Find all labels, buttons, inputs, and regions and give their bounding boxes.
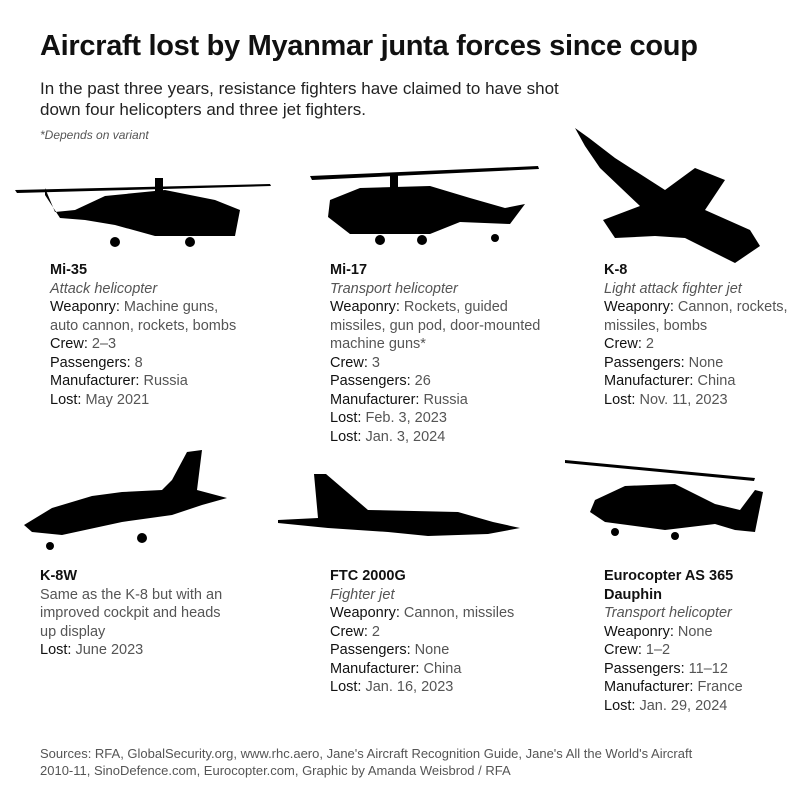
transport-helicopter-silhouette	[310, 166, 539, 245]
field: Manufacturer: France	[604, 679, 743, 695]
dauphin-helicopter-silhouette	[565, 460, 763, 540]
aircraft-card-mi17: Mi-17 Transport helicopter Weaponry: Roc…	[330, 261, 565, 446]
field: Lost: Jan. 29, 2024	[604, 697, 728, 714]
field: Manufacturer: China	[604, 373, 736, 389]
k8-jet-silhouette	[575, 128, 760, 263]
aircraft-type: Transport helicopter	[604, 605, 732, 621]
field: Manufacturer: Russia	[50, 373, 188, 389]
field: Lost: Jan. 3, 2024	[330, 428, 446, 445]
aircraft-name: Mi-35	[50, 262, 88, 278]
field: Lost: Jan. 16, 2023	[330, 679, 454, 695]
aircraft-name: K-8	[604, 262, 628, 278]
field: Lost: Nov. 11, 2023	[604, 391, 728, 408]
field: Passengers: 8	[50, 354, 143, 371]
footnote: *Depends on variant	[40, 128, 149, 142]
aircraft-card-k8: K-8 Light attack fighter jet Weaponry: C…	[604, 261, 794, 409]
aircraft-type: Attack helicopter	[50, 280, 158, 297]
aircraft-description: Same as the K-8 but with an improved coc…	[40, 586, 223, 640]
field: Passengers: 11–12	[604, 660, 728, 677]
page-title: Aircraft lost by Myanmar junta forces si…	[40, 30, 698, 62]
field: Crew: 2	[604, 336, 654, 352]
field: Lost: Feb. 3, 2023	[330, 410, 447, 426]
fighter-jet-silhouette	[278, 474, 520, 536]
field: Lost: May 2021	[50, 391, 150, 408]
field: Manufacturer: China	[330, 660, 462, 677]
sources-credit: Sources: RFA, GlobalSecurity.org, www.rh…	[40, 746, 693, 778]
field: Crew: 2	[330, 623, 380, 640]
aircraft-card-ftc2000g: FTC 2000G Fighter jet Weaponry: Cannon, …	[330, 567, 560, 697]
aircraft-type: Fighter jet	[330, 586, 395, 603]
field: Lost: June 2023	[40, 642, 144, 658]
field: Weaponry: None	[604, 623, 713, 640]
field: Passengers: 26	[330, 373, 431, 389]
k8w-jet-silhouette	[24, 450, 227, 550]
aircraft-name: FTC 2000G	[330, 568, 406, 584]
field: Weaponry: Machine guns, auto cannon, roc…	[50, 299, 237, 334]
aircraft-type: Transport helicopter	[330, 280, 458, 297]
aircraft-card-k8w: K-8W Same as the K-8 but with an improve…	[40, 567, 240, 660]
field: Weaponry: Cannon, missiles	[330, 605, 515, 621]
attack-helicopter-silhouette	[15, 178, 271, 247]
field: Crew: 3	[330, 354, 380, 371]
field: Passengers: None	[604, 354, 724, 371]
aircraft-card-mi35: Mi-35 Attack helicopter Weaponry: Machin…	[50, 261, 240, 409]
field: Weaponry: Cannon, rockets, missiles, bom…	[604, 299, 788, 334]
aircraft-name: Mi-17	[330, 262, 368, 278]
aircraft-card-dauphin: Eurocopter AS 365 Dauphin Transport heli…	[604, 567, 784, 715]
field: Crew: 1–2	[604, 642, 671, 658]
subtitle: In the past three years, resistance figh…	[40, 79, 559, 119]
field: Manufacturer: Russia	[330, 391, 468, 408]
field: Passengers: None	[330, 642, 450, 658]
field: Crew: 2–3	[50, 336, 117, 352]
aircraft-name: Eurocopter AS 365 Dauphin	[604, 568, 734, 603]
field: Weaponry: Rockets, guided missiles, gun …	[330, 299, 541, 352]
aircraft-name: K-8W	[40, 568, 78, 584]
aircraft-type: Light attack fighter jet	[604, 280, 742, 297]
